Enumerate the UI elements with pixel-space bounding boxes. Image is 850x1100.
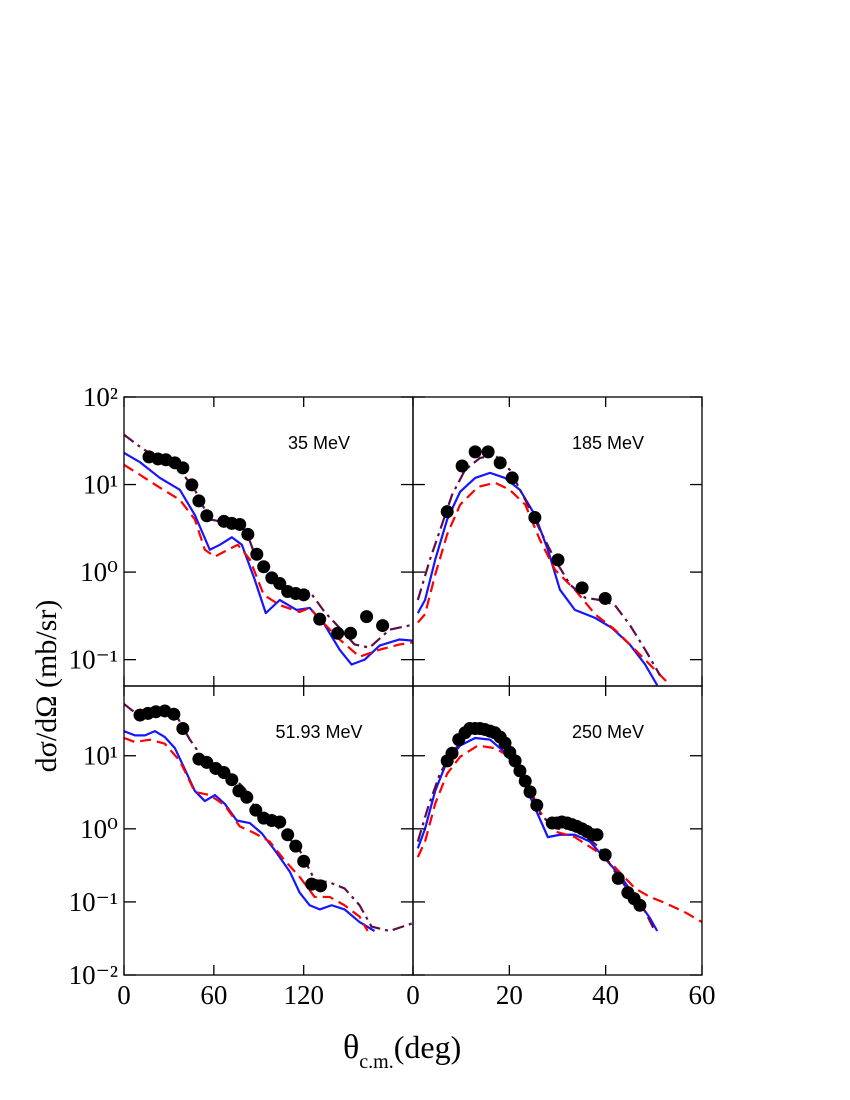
data-point [508,754,522,768]
data-point [376,619,390,633]
x-axis-label: θc.m.(deg) [343,1029,461,1073]
data-point [598,848,612,862]
data-point [331,626,345,640]
data-point [530,798,544,812]
data-point [481,445,495,459]
curve [416,471,659,686]
data-point [523,785,537,799]
energy-annotation: 51.93 MeV [275,722,362,742]
data-point [575,581,589,595]
curve [124,730,376,932]
y-tick-label: 10² [83,382,118,412]
plot-area [124,703,413,933]
data-point [257,560,271,574]
data-point [513,764,527,778]
data-point [468,445,482,459]
curve [416,481,671,686]
data-point [493,456,507,470]
data-point [273,815,287,829]
data-point [185,478,199,492]
curve [416,744,702,924]
curve [124,433,413,649]
data-point [240,790,254,804]
data-point [249,803,263,817]
data-point [611,871,625,885]
y-tick-label: 10⁻¹ [69,887,118,917]
x-tick-label: 20 [496,980,523,1010]
data-point [440,505,454,519]
data-point [241,527,255,541]
curve [416,736,659,932]
data-point [505,471,519,485]
curve [124,463,413,658]
panel-frame [123,685,414,976]
data-point [314,879,328,893]
x-tick-label: 120 [283,980,324,1010]
energy-annotation: 35 MeV [288,433,350,453]
x-label-unit: (deg) [394,1029,462,1065]
data-point [225,773,239,787]
energy-annotation: 250 MeV [572,722,644,742]
panel-frame [412,396,703,687]
data-point [167,707,181,721]
data-point [192,494,206,508]
data-point [633,898,647,912]
x-label-subscript: c.m. [359,1051,393,1073]
x-tick-label: 40 [592,980,619,1010]
data-point [273,577,287,591]
data-point [528,511,542,525]
y-tick-label: 10⁰ [80,557,118,587]
curve [124,451,413,666]
x-tick-label: 60 [200,980,227,1010]
data-point [176,721,190,735]
y-tick-label: 10¹ [83,741,118,771]
energy-annotation: 185 MeV [572,433,644,453]
plot-area [416,445,671,686]
data-point [360,610,374,624]
curve [124,736,369,932]
x-tick-label: 0 [117,980,131,1010]
data-point [281,828,295,842]
plot-area [124,433,413,666]
x-label-symbol: θ [343,1029,359,1066]
curve [416,453,662,676]
data-point [445,746,459,760]
y-tick-label: 10⁻² [69,960,118,990]
y-tick-label: 10¹ [83,470,118,500]
data-point [518,774,532,788]
y-tick-label: 10⁻¹ [69,645,118,675]
data-point [233,517,247,531]
y-axis-label: dσ/dΩ (mb/sr) [30,600,63,773]
y-tick-label: 10⁰ [80,814,118,844]
data-point [455,459,469,473]
data-point [344,626,358,640]
data-point [250,547,264,561]
data-point [176,461,190,475]
data-point [289,839,303,853]
data-point [200,509,214,523]
plot-area [416,721,702,932]
panel-frame [412,685,703,976]
panel-frame [123,396,414,687]
data-point [590,828,604,842]
data-point [598,591,612,605]
data-point [297,854,311,868]
data-point [551,553,565,567]
curve [416,728,656,932]
x-tick-label: 60 [689,980,716,1010]
data-point [297,588,311,602]
data-point [313,612,327,626]
x-tick-label: 0 [406,980,420,1010]
